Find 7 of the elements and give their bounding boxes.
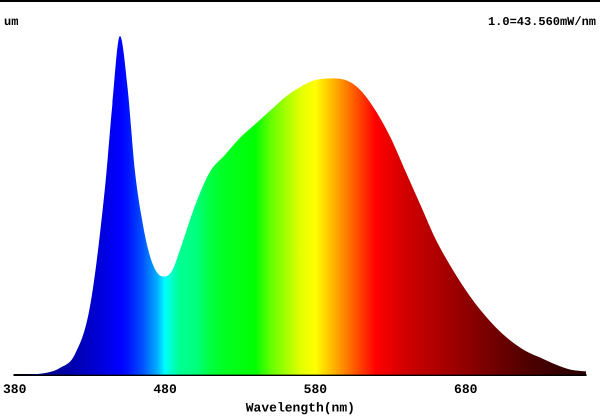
x-tick-label: 480 [153,382,177,397]
x-tick-label: 580 [304,382,328,397]
text: um [4,15,18,30]
x-tick-label: 380 [3,382,27,397]
x-axis-title: Wavelength(nm) [246,400,355,416]
x-tick-label: 680 [454,382,478,397]
text: 1.0=43.560mW/nm [488,15,596,30]
